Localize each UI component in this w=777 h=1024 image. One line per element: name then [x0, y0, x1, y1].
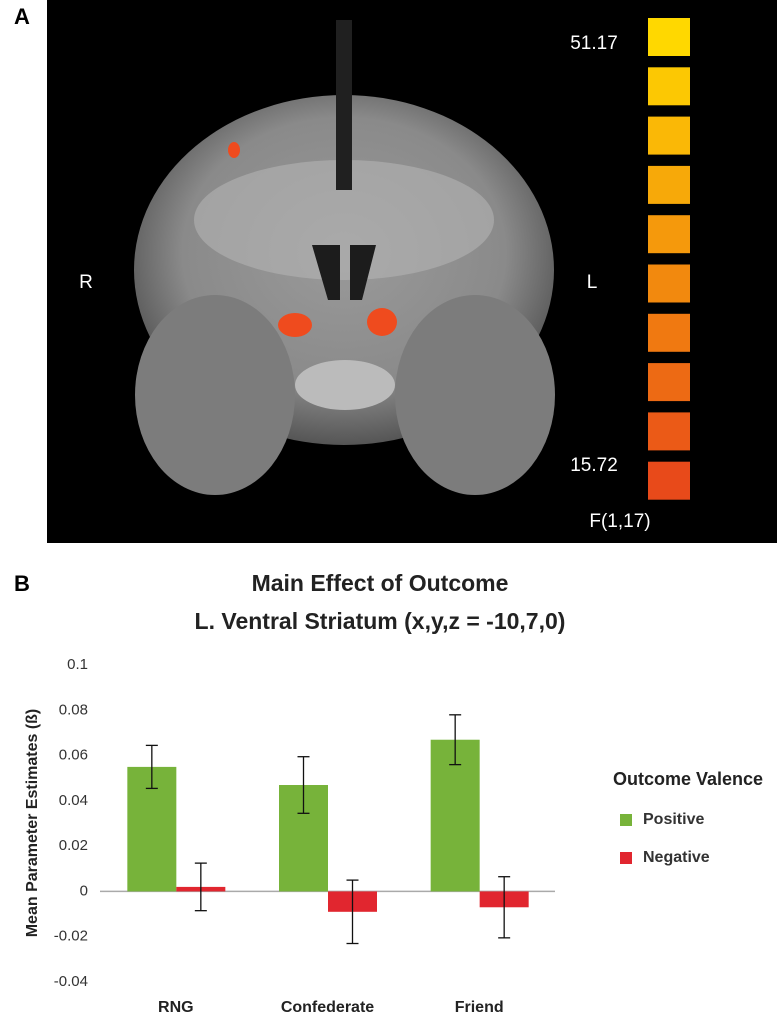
x-tick-label: Friend — [455, 999, 504, 1016]
legend-label: Positive — [643, 811, 704, 828]
colorbar-swatch — [648, 313, 690, 352]
colorbar-swatch — [648, 116, 690, 155]
colorbar-swatch — [648, 165, 690, 204]
colorbar-swatch — [648, 215, 690, 254]
error-bar — [346, 879, 359, 945]
panel-label: B — [14, 571, 30, 596]
y-tick-label: -0.04 — [54, 973, 88, 990]
side-marker: L — [587, 272, 598, 293]
y-tick-label: 0.06 — [59, 747, 88, 764]
chart-subtitle: L. Ventral Striatum (x,y,z = -10,7,0) — [195, 608, 566, 634]
side-marker: R — [79, 272, 93, 293]
error-bar — [449, 714, 462, 766]
colorbar-swatch — [648, 18, 690, 56]
error-bar — [498, 876, 511, 939]
x-tick-label: Confederate — [281, 999, 374, 1016]
brainstem — [295, 360, 395, 410]
colorbar-swatch — [648, 363, 690, 402]
chart-title: Main Effect of Outcome — [252, 570, 509, 596]
panel-a: A R L 51.17 15.72 F(1,17) — [14, 0, 777, 543]
white-matter — [194, 160, 494, 280]
chart: -0.04 -0.02 0 0.02 0.04 0.06 0.08 0.1 RNG Confede… — [54, 656, 710, 1016]
legend-title: Outcome Valence — [613, 769, 763, 789]
y-tick-label: 0.1 — [67, 656, 88, 673]
colorbar-swatch — [648, 67, 690, 106]
y-axis-label: Mean Parameter Estimates (ß) — [24, 709, 41, 938]
colorbar-min-label: 15.72 — [570, 455, 618, 476]
fissure — [336, 20, 352, 190]
error-bar — [145, 744, 158, 790]
y-tick-label: 0 — [80, 882, 88, 899]
legend-swatch — [620, 852, 632, 864]
colorbar-swatch — [648, 412, 690, 451]
legend-label: Negative — [643, 849, 710, 866]
legend-swatch — [620, 814, 632, 826]
colorbar-max-label: 51.17 — [570, 33, 618, 54]
colorbar-unit: F(1,17) — [589, 511, 650, 532]
colorbar-swatch — [648, 264, 690, 303]
ventricles — [312, 245, 376, 300]
colorbar-swatch — [648, 461, 690, 500]
colorbar — [648, 18, 690, 500]
brain-slice — [134, 20, 555, 495]
activation — [278, 313, 312, 337]
y-tick-label: 0.04 — [59, 792, 88, 809]
panel-label: A — [14, 4, 30, 29]
y-tick-label: 0.08 — [59, 701, 88, 718]
x-tick-label: RNG — [158, 999, 194, 1016]
error-bar — [194, 862, 207, 912]
activation — [367, 308, 397, 336]
temporal-lobe — [395, 295, 555, 495]
temporal-lobe — [135, 295, 295, 495]
activation — [228, 142, 240, 158]
y-tick-label: 0.02 — [59, 837, 88, 854]
y-tick-label: -0.02 — [54, 928, 88, 945]
error-bar — [297, 756, 310, 814]
